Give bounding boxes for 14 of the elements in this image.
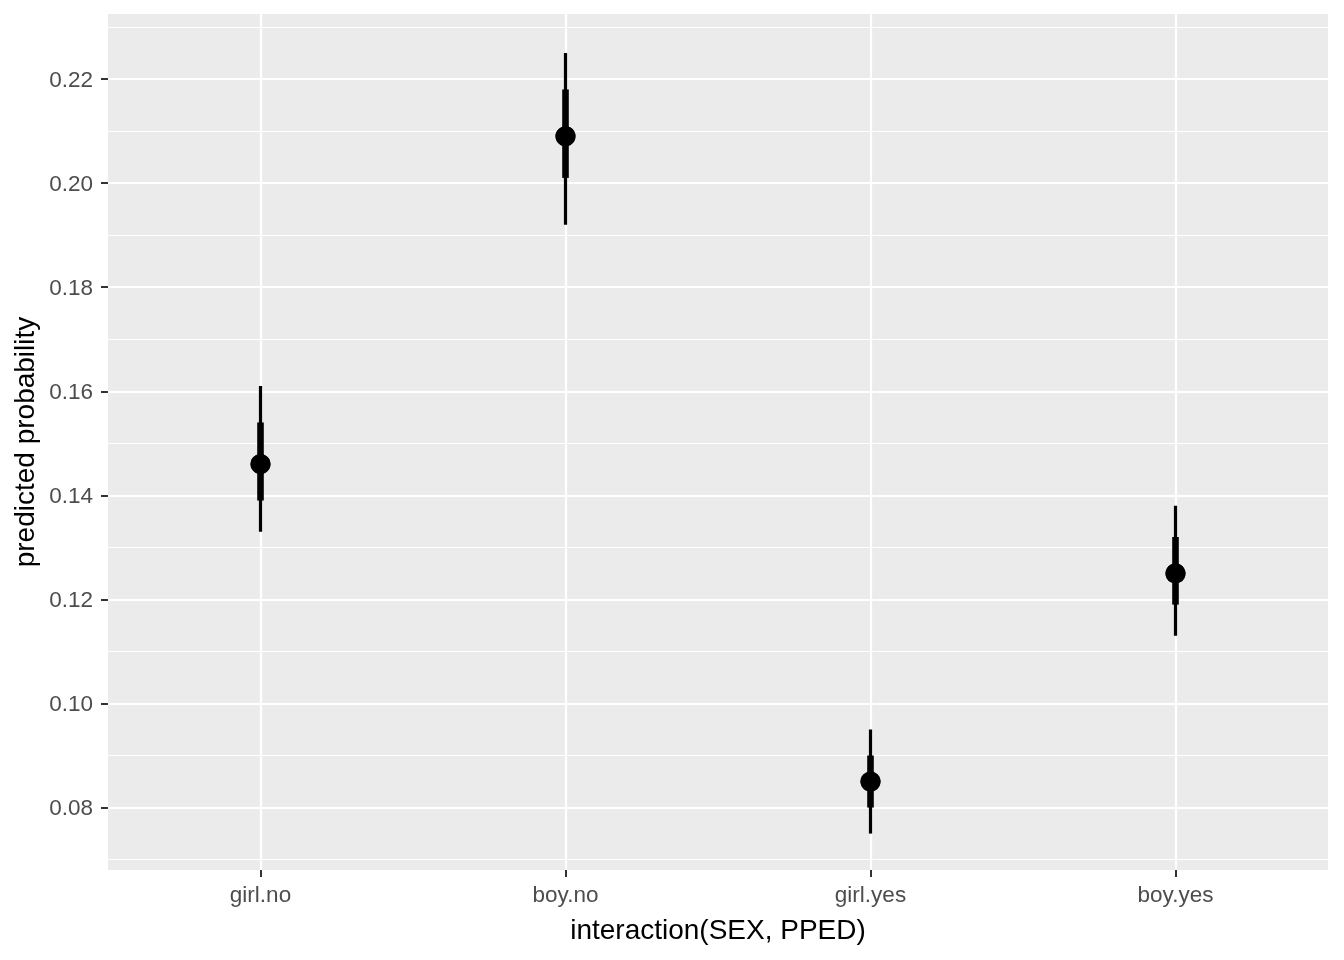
y-tick-label: 0.16	[49, 378, 93, 404]
x-tick-label: girl.no	[229, 882, 292, 907]
x-tick-label: boy.no	[532, 882, 599, 907]
y-tick-label: 0.14	[49, 482, 93, 508]
y-tick-label: 0.22	[49, 66, 93, 92]
y-tick-label: 0.12	[49, 586, 93, 612]
y-tick-label: 0.08	[49, 795, 93, 821]
y-axis-title: predicted probability	[8, 316, 40, 568]
x-tick-label: boy.yes	[1137, 882, 1214, 907]
y-tick-label: 0.18	[49, 274, 93, 300]
y-tick-label: 0.20	[49, 170, 93, 196]
y-tick-label: 0.10	[49, 690, 93, 716]
x-axis-title: interaction(SEX, PPED)	[570, 913, 866, 945]
x-tick-label: girl.yes	[834, 882, 907, 907]
